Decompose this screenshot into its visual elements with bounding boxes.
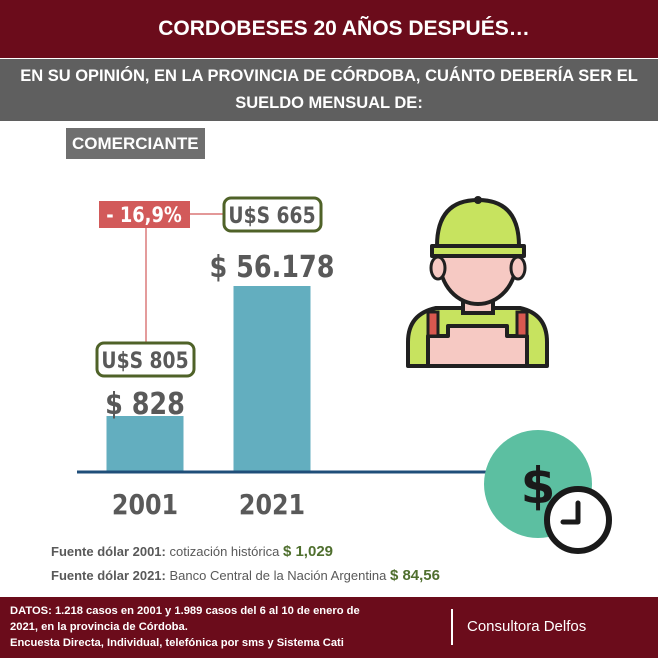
- category-label: COMERCIANTE: [66, 128, 205, 159]
- change-box: [99, 201, 190, 228]
- usd-box-2001: [95, 341, 196, 378]
- question-text: EN SU OPINIÓN, EN LA PROVINCIA DE CÓRDOB…: [20, 67, 638, 112]
- footer-datos: DATOS: 1.218 casos en 2001 y 1.989 casos…: [10, 603, 440, 651]
- title-bar: CORDOBESES 20 AÑOS DESPUÉS…: [0, 0, 658, 58]
- bar-2021: [233, 286, 311, 472]
- footer-datos-line: Encuesta Directa, Individual, telefónica…: [10, 637, 344, 649]
- tick-label-2001: 2001: [112, 489, 178, 521]
- source-text: Banco Central de la Nación Argentina: [169, 568, 387, 583]
- worker-icon: [406, 196, 549, 368]
- usd-label-2021: U$S 665: [228, 203, 315, 229]
- page-title: CORDOBESES 20 AÑOS DESPUÉS…: [158, 17, 530, 40]
- footer-datos-line: 2021, en la provincia de Córdoba.: [10, 621, 188, 633]
- source-text: cotización histórica: [169, 544, 280, 559]
- source-label: Fuente dólar 2001:: [51, 544, 166, 559]
- footer-divider: [451, 609, 453, 645]
- bar-2001: [106, 416, 184, 472]
- source-value: $ 84,56: [389, 567, 440, 584]
- tick-label-2021: 2021: [239, 489, 305, 521]
- source-line-2001: Fuente dólar 2001: cotización histórica …: [51, 543, 333, 560]
- usd-label-2001: U$S 805: [101, 348, 188, 374]
- change-label: - 16,9%: [106, 203, 181, 228]
- question-bar: EN SU OPINIÓN, EN LA PROVINCIA DE CÓRDOB…: [0, 59, 658, 121]
- clock-icon: [544, 486, 612, 554]
- footer-brand: Consultora Delfos: [467, 618, 587, 635]
- footer-datos-line: DATOS: 1.218 casos en 2001 y 1.989 casos…: [10, 605, 360, 617]
- chart: $ 828 $ 56.178 2001 2021 U$S 805 U$S 665…: [77, 196, 612, 554]
- source-label: Fuente dólar 2021:: [51, 568, 166, 583]
- footer: DATOS: 1.218 casos en 2001 y 1.989 casos…: [0, 597, 658, 658]
- source-line-2021: Fuente dólar 2021: Banco Central de la N…: [51, 567, 440, 584]
- value-label-2001: $ 828: [105, 386, 185, 422]
- source-value: $ 1,029: [282, 543, 333, 560]
- value-label-2021: $ 56.178: [210, 249, 335, 285]
- usd-box-2021: [222, 196, 323, 233]
